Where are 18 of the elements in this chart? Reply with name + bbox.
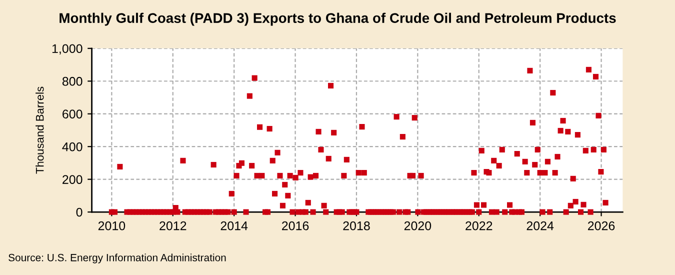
y-tick-label: 400 <box>62 142 82 152</box>
x-tick-label: 2026 <box>588 221 615 230</box>
y-tick-label: 600 <box>62 110 82 118</box>
x-tick-label: 2012 <box>160 221 186 230</box>
x-tick-label: 2022 <box>466 221 492 230</box>
x-tick-label: 2024 <box>526 221 554 230</box>
chart-title: Monthly Gulf Coast (PADD 3) Exports to Ghana of Crude Oil and Petroleum Products <box>60 12 616 26</box>
x-tick-label: 2018 <box>343 221 370 230</box>
x-tick-label: 2016 <box>282 221 309 230</box>
x-tick-label: 2020 <box>404 221 432 230</box>
x-tick-label: 2010 <box>98 221 126 230</box>
y-axis-title: Thousand Barrels <box>36 86 44 174</box>
y-tick-label: 800 <box>62 76 82 86</box>
y-tick-label: 200 <box>62 175 82 184</box>
source-note: Source: U.S. Energy Information Administration <box>8 254 226 264</box>
x-tick-label: 2014 <box>220 221 248 230</box>
y-tick-label: 1,000 <box>52 44 82 55</box>
y-tick-label: 0 <box>76 208 82 217</box>
